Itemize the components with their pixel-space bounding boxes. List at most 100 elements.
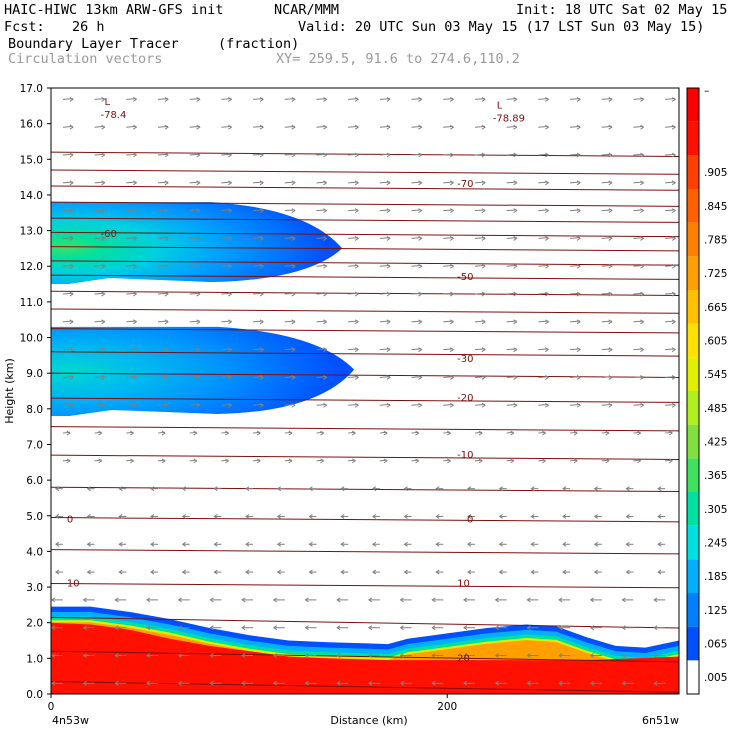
vector-arrowhead: [383, 458, 388, 464]
vector-arrowhead: [82, 680, 87, 686]
vector-arrowhead: [320, 458, 325, 464]
vector-arrowhead: [545, 375, 550, 380]
vector-arrowhead: [181, 541, 186, 547]
vector-arrowhead: [386, 319, 391, 325]
isotherm-line: [51, 290, 679, 296]
vector-arrowhead: [640, 319, 645, 325]
y-tick-label: 15.0: [20, 154, 43, 166]
vector-arrowhead: [608, 291, 613, 297]
vector-arrowhead: [513, 236, 518, 241]
vector-arrowhead: [196, 402, 201, 408]
y-tick-label: 16.0: [20, 119, 43, 131]
vector-arrowhead: [653, 680, 658, 686]
vector-arrowhead: [671, 375, 677, 380]
vector-arrowhead: [449, 347, 455, 353]
vector-arrowhead: [114, 597, 119, 603]
vector-arrowhead: [213, 514, 218, 519]
low-marker: L: [497, 101, 503, 112]
vector-arrowhead: [213, 569, 218, 575]
isotherm-contours: [51, 151, 679, 693]
vector-arrowhead: [193, 458, 198, 464]
vector-arrowhead: [336, 597, 341, 603]
vector-arrowhead: [608, 319, 613, 325]
vector-arrowhead: [653, 625, 658, 631]
isotherm-line: [51, 274, 679, 280]
vector-arrowhead: [118, 569, 123, 575]
vector-arrowhead: [435, 514, 440, 519]
vector-arrowhead: [386, 291, 391, 297]
vector-arrowhead: [256, 458, 261, 464]
vector-arrowhead: [164, 152, 169, 158]
vector-arrowhead: [449, 291, 455, 297]
vector-arrowhead: [589, 653, 595, 658]
isotherm-line: [51, 351, 679, 357]
colorbar-segment: [687, 391, 699, 425]
vector-arrowhead: [621, 597, 626, 603]
vector-arrowhead: [399, 680, 404, 686]
vector-arrowhead: [150, 486, 155, 492]
vector-arrowhead: [118, 514, 123, 519]
vector-arrowhead: [608, 152, 613, 158]
vector-arrowhead: [573, 458, 578, 464]
vector-arrowhead: [576, 319, 581, 325]
vector-arrowhead: [576, 263, 581, 269]
colorbar-segment: [687, 290, 699, 324]
vector-arrowhead: [133, 236, 138, 241]
vector-arrowhead: [354, 347, 360, 353]
vector-arrowhead: [164, 96, 169, 102]
xy-coordinates: XY= 259.5, 91.6 to 274.6,110.2: [276, 51, 520, 67]
vector-arrowhead: [177, 653, 182, 658]
vector-arrowhead: [640, 263, 645, 269]
colorbar-label: .245: [704, 538, 727, 550]
vector-arrowhead: [418, 124, 423, 130]
vector-arrowhead: [383, 430, 388, 436]
colorbar-segment: [687, 88, 699, 122]
vector-arrowhead: [213, 486, 218, 492]
vector-arrowhead: [69, 319, 74, 325]
vector-arrowhead: [193, 430, 198, 436]
vector-arrowhead: [371, 514, 377, 519]
vector-arrowhead: [671, 263, 677, 269]
vector-arrowhead: [637, 430, 642, 436]
vector-arrowhead: [510, 458, 515, 464]
isotherm-line: [51, 201, 679, 207]
vector-arrowhead: [530, 514, 535, 519]
vector-arrowhead: [513, 263, 518, 269]
vector-arrowhead: [418, 96, 423, 102]
vector-arrowhead: [228, 180, 233, 186]
vector-arrowhead: [446, 430, 452, 436]
vector-arrowhead: [526, 680, 531, 686]
vector-arrowhead: [177, 625, 182, 631]
vector-arrowhead: [418, 180, 423, 186]
vector-arrowhead: [209, 680, 214, 686]
vector-arrowhead: [354, 263, 360, 269]
vector-arrowhead: [431, 680, 436, 686]
colorbar-segment: [687, 626, 699, 661]
vector-arrowhead: [209, 653, 214, 658]
vector-arrowhead: [213, 541, 218, 547]
vector-arrowhead: [291, 180, 296, 186]
vector-arrowhead: [513, 124, 518, 130]
vector-arrowhead: [576, 291, 581, 297]
vector-arrowhead: [323, 402, 328, 408]
vector-arrowhead: [228, 375, 233, 380]
vector-arrowhead: [308, 486, 313, 492]
vector-arrowhead: [308, 541, 313, 547]
vector-arrowhead: [481, 347, 486, 353]
vector-arrowhead: [336, 680, 341, 686]
vector-arrowhead: [228, 402, 233, 408]
vector-arrowhead: [196, 152, 201, 158]
isotherm-line: [51, 616, 679, 629]
vector-arrowhead: [133, 263, 138, 269]
vector-arrowhead: [323, 180, 328, 186]
vector-arrowhead: [272, 653, 278, 658]
vector-arrowhead: [671, 402, 677, 408]
vector-arrowhead: [542, 458, 547, 464]
isotherm-label: 10: [457, 578, 470, 589]
vector-arrowhead: [291, 402, 296, 408]
colorbar-label: .185: [704, 571, 727, 583]
vector-arrowhead: [593, 541, 599, 547]
vector-arrowhead: [481, 96, 486, 102]
vector-arrowhead: [463, 625, 468, 631]
colorbar-segment: [687, 525, 699, 560]
